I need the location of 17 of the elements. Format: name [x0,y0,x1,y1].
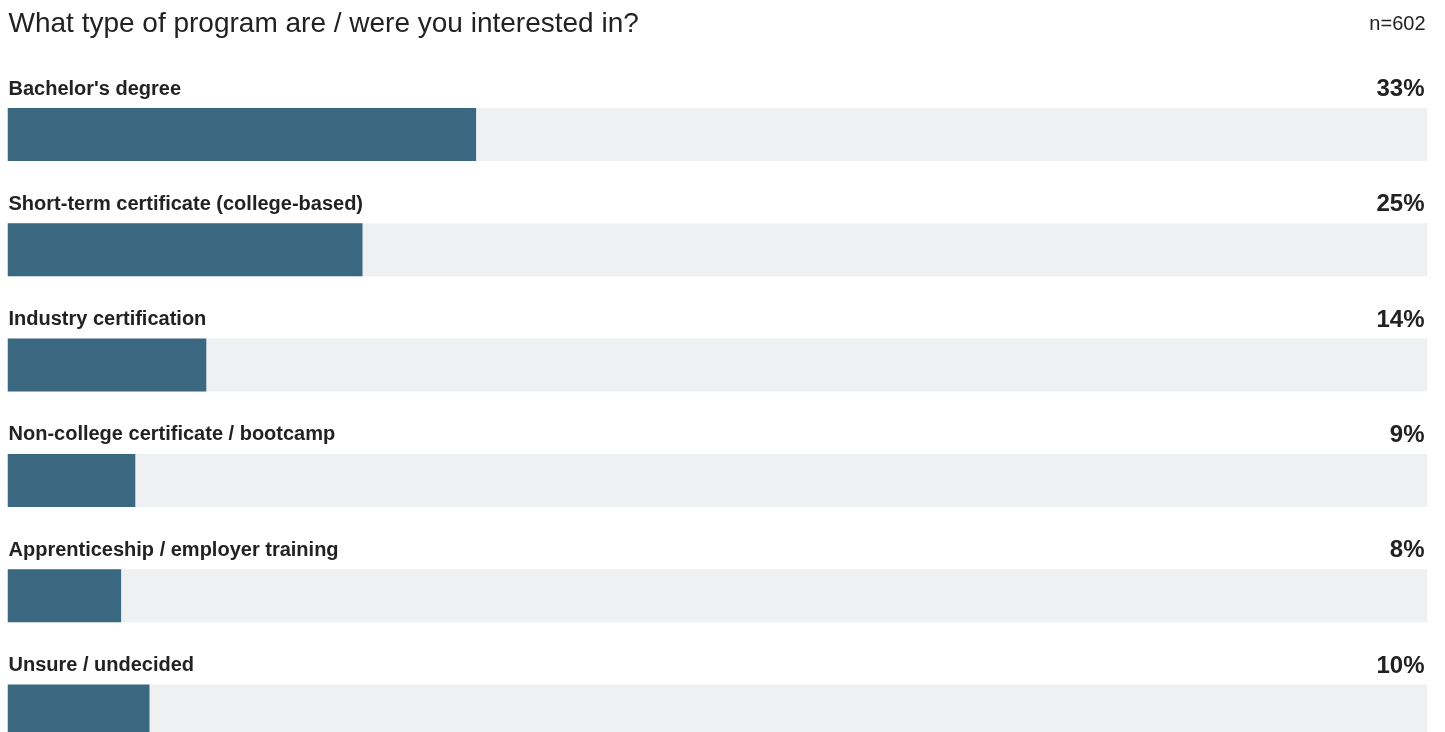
annotation: n=602 [1369,11,1426,34]
y-tick-label: Non-college certificate / bootcamp [8,422,336,445]
y-tick-label: Apprenticeship / employer training [8,537,339,560]
data-label: 14% [1376,304,1425,332]
chart-title: What type of program are / were you interested in? [8,7,639,38]
data-label: 25% [1376,189,1425,217]
bar [7,569,122,623]
data-label: 9% [1389,419,1425,447]
y-tick-label: Short-term certificate (college-based) [8,191,364,214]
bar [7,338,207,392]
y-tick-label: Industry certification [8,307,207,330]
data-label: 8% [1389,535,1425,563]
data-label: 33% [1376,74,1425,101]
y-tick-label: Unsure / undecided [8,653,195,675]
bar [7,453,136,507]
data-label: 10% [1376,650,1425,678]
y-tick-label: Bachelor's degree [8,76,182,99]
